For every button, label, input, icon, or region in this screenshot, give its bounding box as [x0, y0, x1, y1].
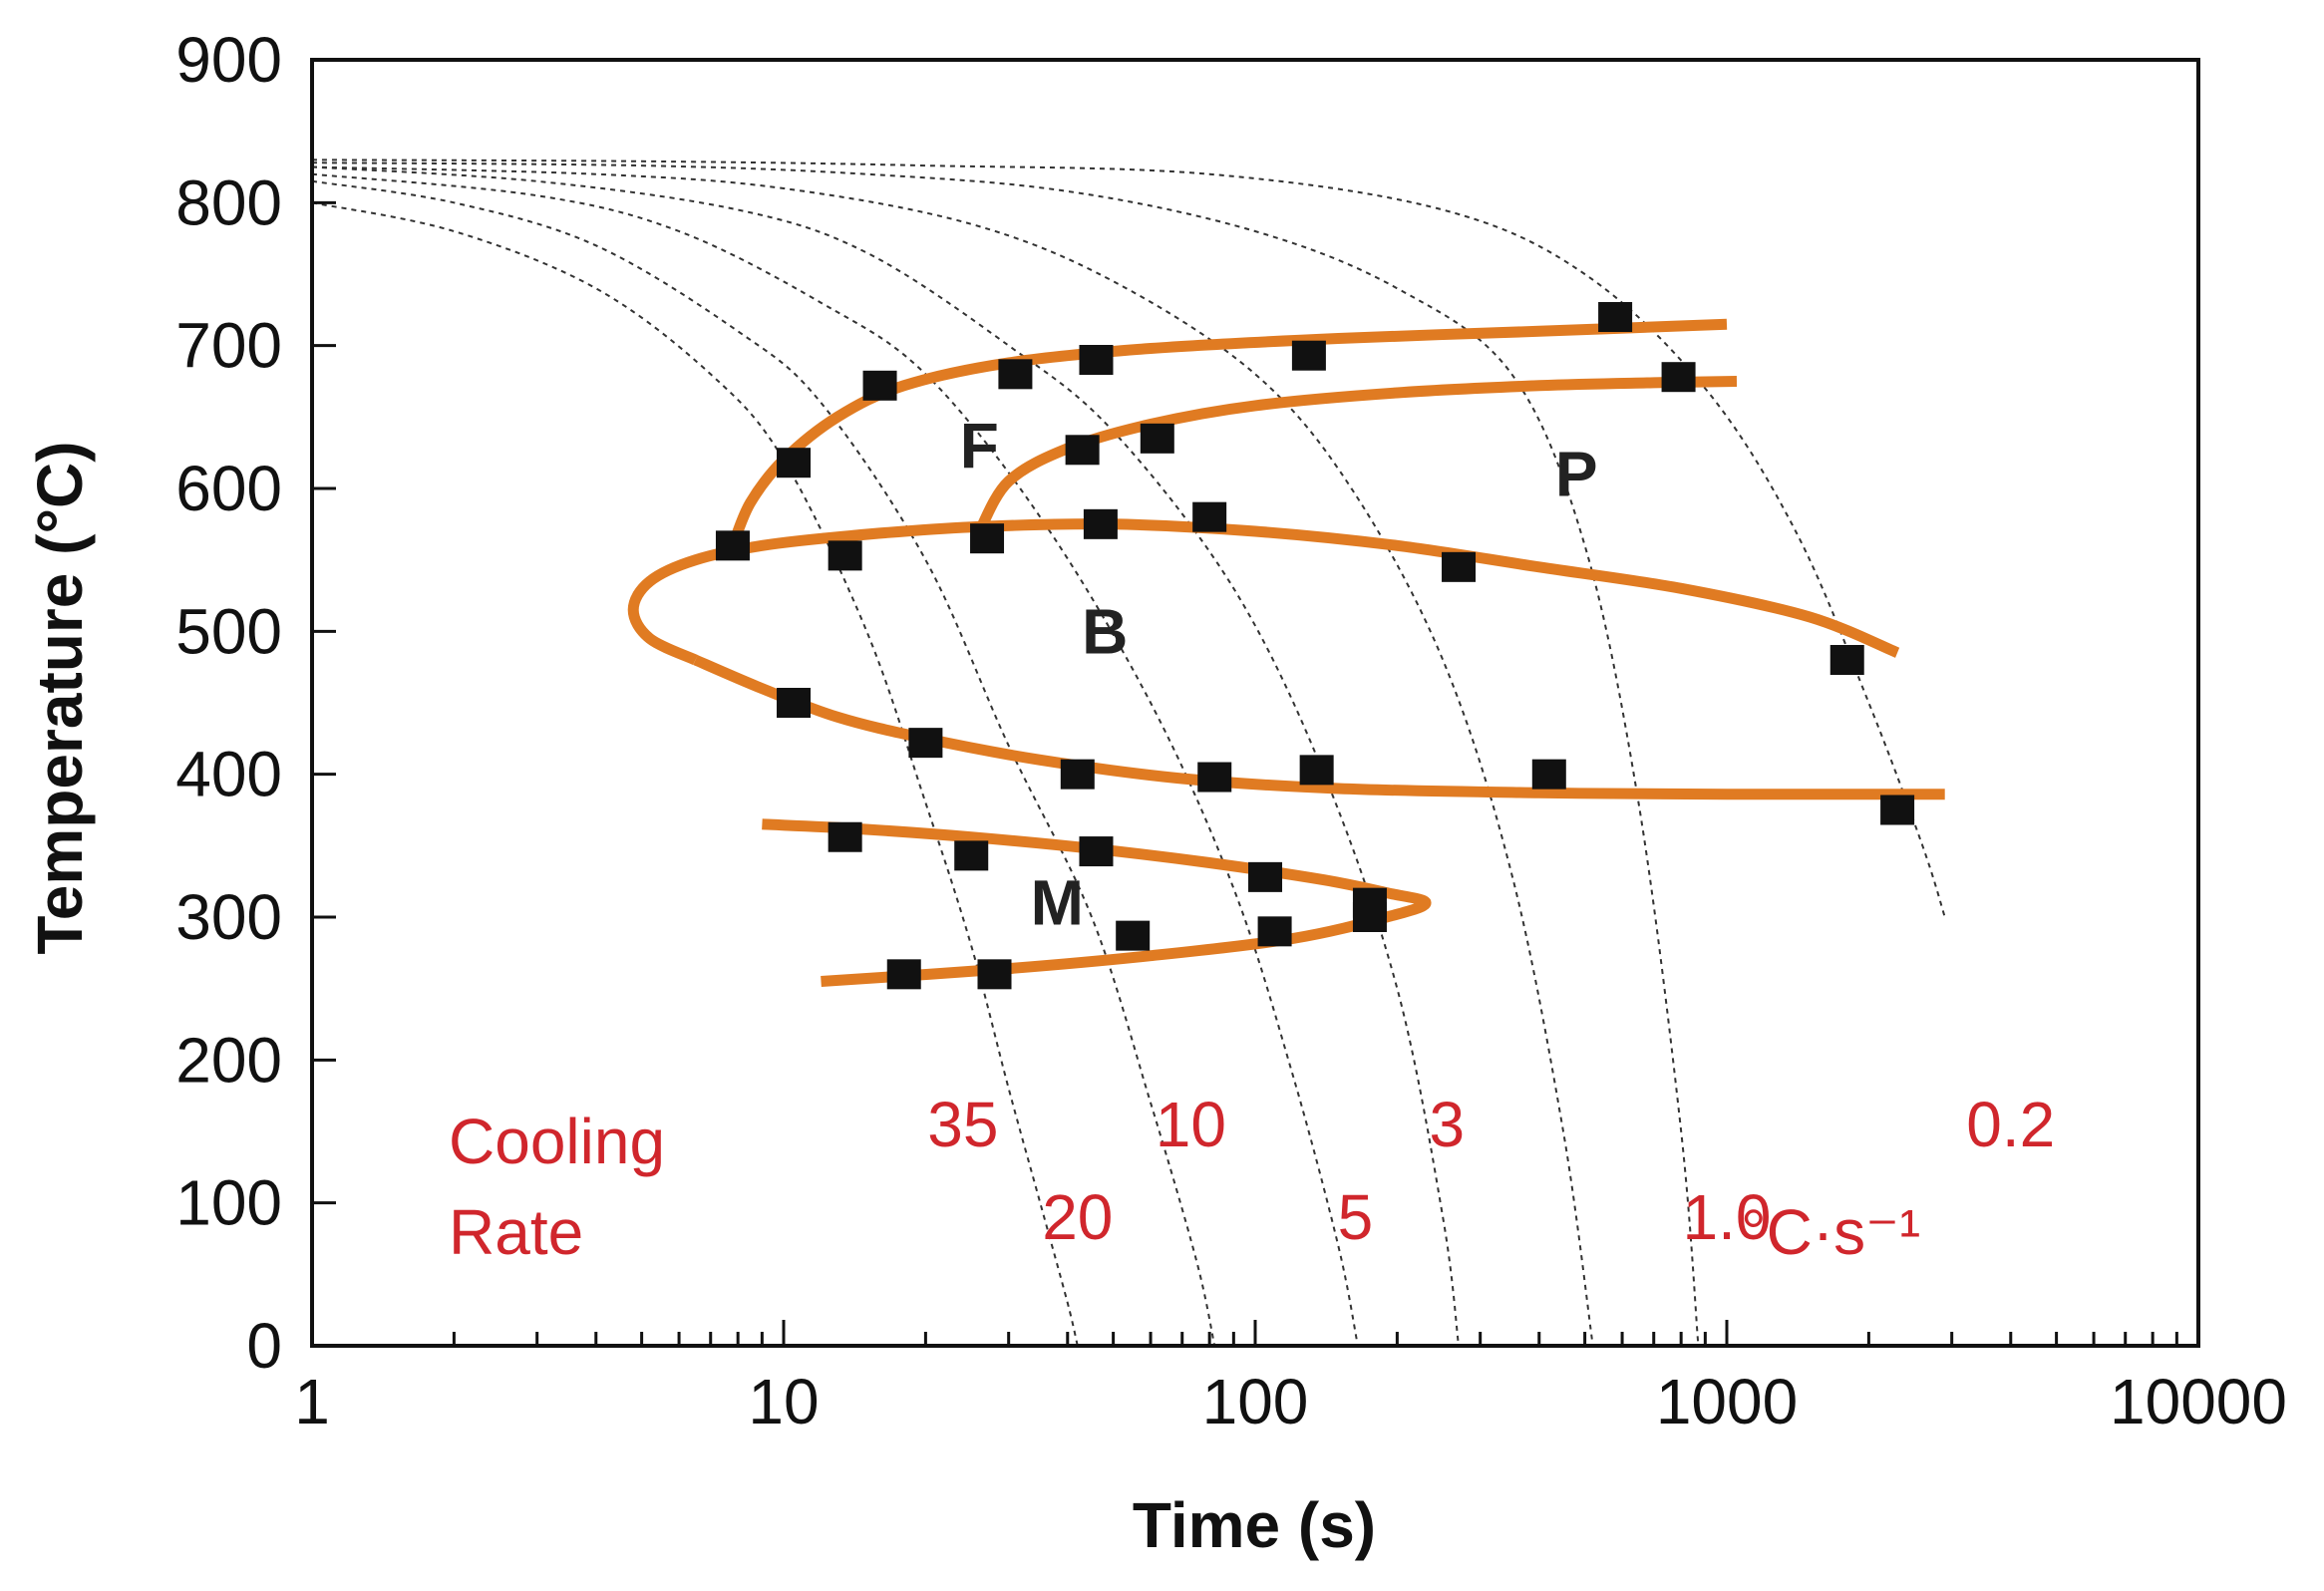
data-point — [1192, 501, 1227, 532]
region-label-ferrite: F — [960, 410, 999, 481]
data-point — [1079, 836, 1114, 867]
cooling-rate-header-line2: Rate — [449, 1196, 583, 1268]
data-point — [1079, 345, 1114, 375]
transformation-curve — [974, 376, 1738, 534]
data-point — [1140, 423, 1174, 454]
cooling-rate-value: 3 — [1429, 1089, 1465, 1160]
transformation-curve — [693, 654, 1945, 800]
data-point — [777, 688, 812, 718]
cooling-rate-value: 35 — [927, 1089, 998, 1160]
data-point — [1598, 302, 1633, 332]
data-point — [1352, 902, 1387, 932]
data-point — [908, 728, 943, 759]
cooling-curve — [311, 179, 1216, 1347]
data-point — [1257, 916, 1292, 947]
data-point — [886, 959, 921, 990]
y-tick-label: 0 — [246, 1310, 282, 1382]
region-label-martensite: M — [1031, 867, 1084, 939]
x-axis-title: Time (s) — [1133, 1489, 1376, 1561]
data-point — [977, 959, 1012, 990]
data-point — [828, 821, 862, 852]
data-point — [715, 530, 750, 561]
y-tick-label: 300 — [175, 881, 282, 953]
x-tick-label: 10 — [748, 1366, 819, 1437]
y-tick-label: 700 — [175, 310, 282, 382]
region-label-pearlite: P — [1555, 439, 1598, 510]
cooling-curve — [311, 165, 1460, 1347]
cooling-rate-unit: °C·s⁻¹ — [1741, 1196, 1920, 1268]
y-tick-label: 600 — [175, 453, 282, 524]
cooling-curve — [311, 172, 1359, 1347]
cooling-rate-header-line1: Cooling — [449, 1106, 665, 1177]
data-point — [970, 523, 1005, 554]
cooling-rate-value: 1.0 — [1683, 1181, 1772, 1253]
x-tick-label: 100 — [1202, 1366, 1309, 1437]
transformation-curve — [727, 318, 1728, 548]
cooling-curve — [311, 201, 1079, 1347]
data-point — [828, 540, 862, 571]
data-point — [1829, 645, 1864, 675]
data-point — [1248, 861, 1283, 892]
data-point — [1083, 508, 1118, 539]
y-tick-label: 200 — [175, 1024, 282, 1096]
data-point — [954, 840, 989, 871]
data-point — [1291, 340, 1326, 371]
cooling-curve — [311, 159, 1946, 918]
data-point — [1880, 795, 1915, 825]
data-points — [715, 302, 1915, 990]
data-point — [998, 359, 1033, 390]
cooling-curve — [311, 165, 1594, 1347]
x-tick-label: 10000 — [2110, 1366, 2287, 1437]
cooling-curve — [311, 161, 1700, 1347]
y-tick-label: 100 — [175, 1167, 282, 1239]
axis-ticks — [310, 58, 2200, 1348]
cooling-rate-value: 10 — [1156, 1089, 1226, 1160]
cooling-rate-value: 20 — [1042, 1181, 1113, 1253]
region-label-bainite: B — [1082, 595, 1128, 667]
data-point — [1116, 920, 1151, 951]
y-tick-label: 800 — [175, 166, 282, 238]
x-tick-label: 1000 — [1656, 1366, 1798, 1437]
y-tick-label: 900 — [175, 24, 282, 96]
data-point — [1065, 435, 1100, 466]
data-point — [1442, 551, 1477, 582]
transformation-curve — [627, 518, 1900, 666]
transformation-curves — [627, 318, 1945, 987]
cooling-rate-value: 0.2 — [1966, 1089, 2055, 1160]
data-point — [862, 370, 897, 401]
data-point — [777, 448, 812, 478]
cooling-curves — [311, 159, 1946, 1347]
cooling-rate-value: 5 — [1338, 1181, 1374, 1253]
data-point — [1197, 762, 1232, 793]
y-tick-label: 400 — [175, 739, 282, 810]
data-point — [1060, 759, 1095, 790]
x-tick-label: 1 — [294, 1366, 330, 1437]
y-axis-title: Temperature (°C) — [24, 441, 96, 954]
data-point — [1661, 362, 1696, 393]
y-tick-label: 500 — [175, 595, 282, 667]
data-point — [1299, 755, 1334, 786]
data-point — [1531, 759, 1566, 790]
